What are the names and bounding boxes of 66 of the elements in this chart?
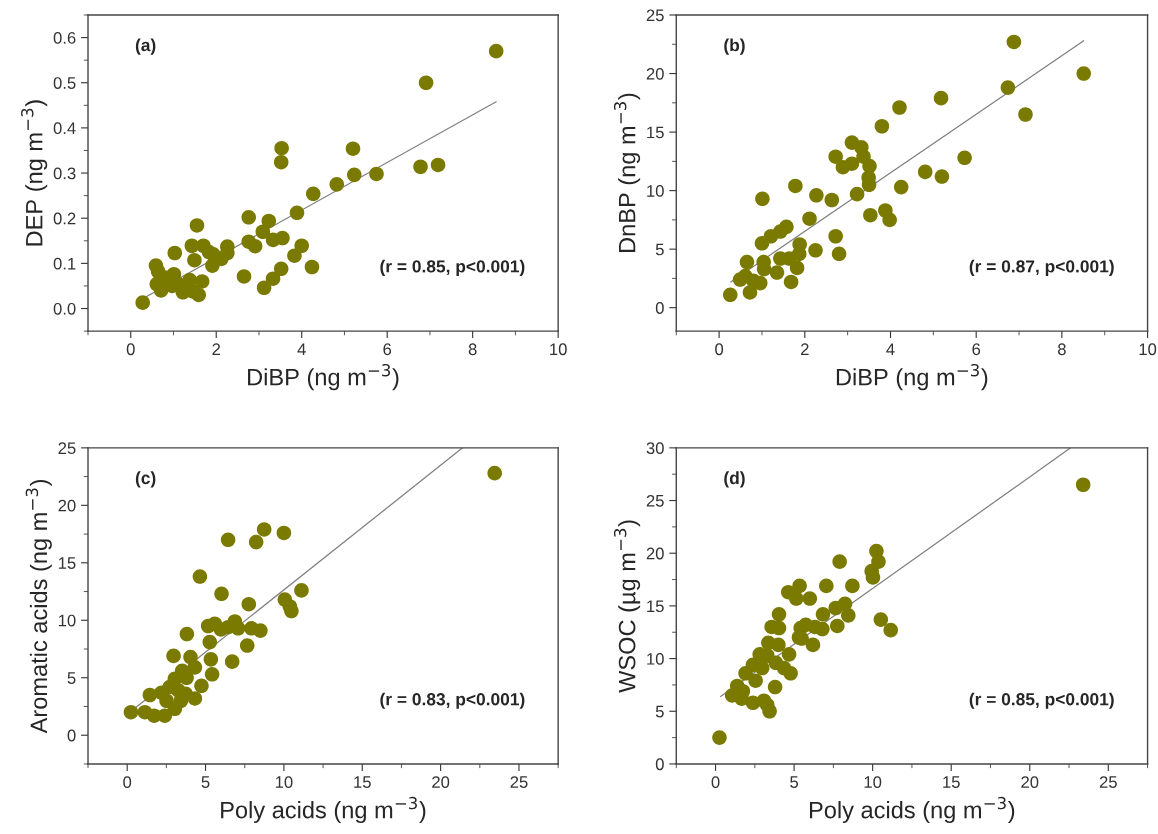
x-tick-label: 10 bbox=[864, 776, 882, 788]
annotation: (r = 0.83, p<0.001) bbox=[380, 692, 525, 709]
annotation: (c) bbox=[135, 471, 156, 488]
annotation: (r = 0.85, p<0.001) bbox=[380, 259, 525, 276]
annotation: (r = 0.85, p<0.001) bbox=[969, 692, 1114, 709]
y-axis-title: DnBP (ng m$^{−3}$) bbox=[613, 93, 641, 252]
x-tick-label: 6 bbox=[972, 343, 981, 356]
y-tick-label: 15 bbox=[647, 600, 664, 613]
x-tick-label: 6 bbox=[383, 343, 392, 356]
y-tick-label: 10 bbox=[58, 614, 76, 627]
y-tick-label: 15 bbox=[58, 557, 76, 569]
x-axis-title: Poly acids (ng m$^{−3}$) bbox=[221, 796, 426, 824]
y-tick-label: 0.2 bbox=[53, 212, 76, 225]
x-tick-label: 25 bbox=[510, 776, 528, 788]
x-tick-label: 8 bbox=[1057, 343, 1066, 356]
y-axis-title: Aromatic acids (ng m$^{−3}$) bbox=[25, 480, 52, 734]
y-tick-label: 0.1 bbox=[53, 257, 76, 270]
x-tick-label: 0 bbox=[126, 343, 135, 356]
annotation: (d) bbox=[724, 471, 745, 488]
x-axis-title: DiBP (ng m$^{−3}$) bbox=[248, 364, 399, 391]
y-tick-label: 25 bbox=[646, 494, 664, 507]
x-tick-label: 25 bbox=[1099, 776, 1117, 788]
x-tick-label: 15 bbox=[943, 776, 960, 788]
y-tick-label: 0 bbox=[655, 758, 664, 771]
y-tick-label: 25 bbox=[646, 9, 664, 22]
annotation: (a) bbox=[135, 38, 156, 55]
y-tick-label: 0.0 bbox=[53, 302, 76, 315]
x-tick-label: 15 bbox=[354, 776, 371, 788]
x-tick-label: 0 bbox=[715, 343, 724, 356]
y-tick-label: 0.3 bbox=[53, 167, 76, 180]
y-tick-label: 15 bbox=[647, 126, 664, 139]
y-tick-label: 20 bbox=[646, 547, 664, 560]
x-tick-label: 10 bbox=[550, 343, 567, 356]
y-axis-title: WSOC (µg m$^{−3}$) bbox=[613, 520, 641, 693]
y-tick-label: 0.4 bbox=[53, 122, 76, 135]
y-axis-title: DEP (ng m$^{−3}$) bbox=[21, 100, 48, 246]
x-tick-label: 8 bbox=[468, 343, 477, 356]
annotation: (r = 0.87, p<0.001) bbox=[969, 259, 1114, 276]
y-tick-label: 20 bbox=[646, 67, 664, 80]
x-tick-label: 20 bbox=[1021, 776, 1039, 788]
y-tick-label: 10 bbox=[647, 185, 664, 197]
x-tick-label: 5 bbox=[790, 776, 799, 788]
x-tick-label: 4 bbox=[886, 343, 895, 355]
x-tick-label: 10 bbox=[1139, 343, 1157, 356]
x-tick-label: 20 bbox=[432, 776, 450, 788]
y-tick-label: 0 bbox=[67, 729, 76, 742]
x-tick-label: 0 bbox=[711, 776, 720, 788]
annotation: (b) bbox=[724, 38, 745, 55]
x-tick-label: 5 bbox=[201, 776, 210, 788]
y-tick-label: 0.5 bbox=[53, 77, 76, 89]
x-tick-label: 2 bbox=[801, 343, 809, 355]
x-axis-title: Poly acids (ng m$^{−3}$) bbox=[809, 796, 1015, 824]
y-tick-label: 20 bbox=[58, 499, 76, 512]
y-tick-label: 0.6 bbox=[53, 31, 76, 44]
y-tick-label: 0 bbox=[655, 302, 664, 314]
x-tick-label: 4 bbox=[297, 343, 306, 355]
x-tick-label: 0 bbox=[123, 776, 132, 788]
y-tick-label: 5 bbox=[655, 243, 664, 256]
x-tick-label: 2 bbox=[212, 343, 221, 355]
x-axis-title: DiBP (ng m$^{−3}$) bbox=[836, 364, 988, 391]
y-tick-label: 10 bbox=[647, 652, 664, 665]
y-tick-label: 30 bbox=[646, 442, 664, 455]
y-tick-label: 5 bbox=[67, 672, 76, 684]
x-tick-label: 10 bbox=[275, 776, 293, 788]
y-tick-label: 25 bbox=[58, 442, 76, 455]
y-tick-label: 5 bbox=[655, 705, 664, 718]
